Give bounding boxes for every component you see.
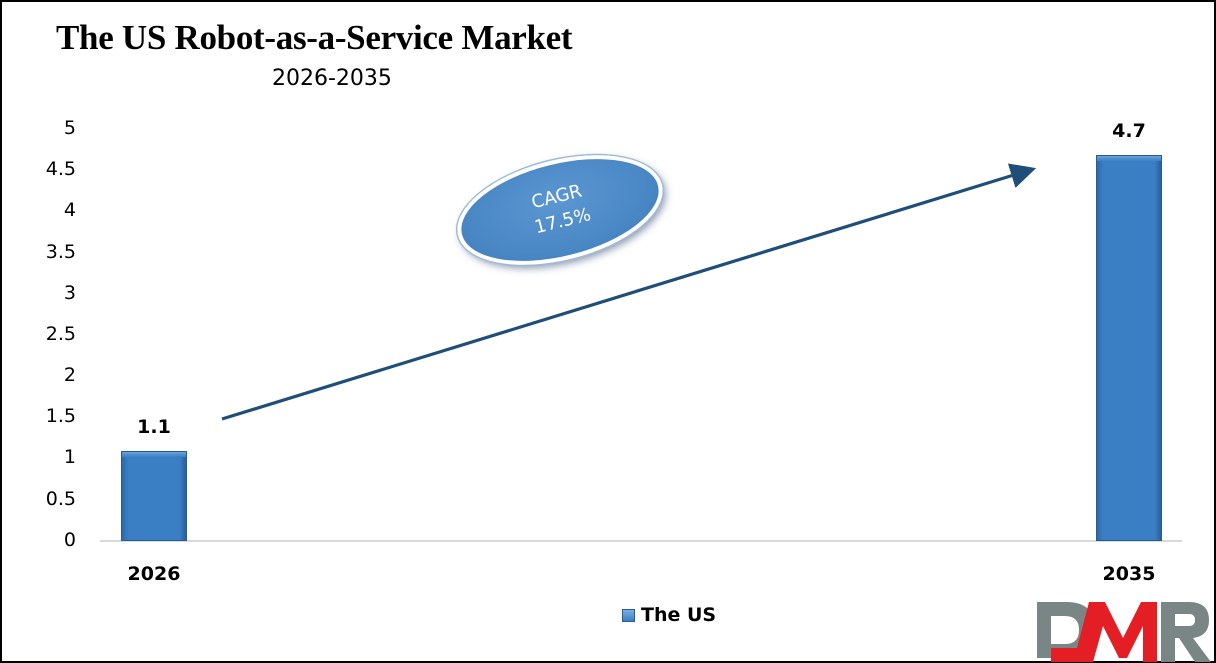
y-tick: 2 bbox=[63, 364, 76, 386]
x-axis-baseline bbox=[100, 540, 1182, 542]
y-tick: 5 bbox=[63, 117, 76, 139]
legend-label: The US bbox=[641, 604, 717, 626]
y-tick: 2.5 bbox=[45, 323, 76, 345]
chart-title: The US Robot-as-a-Service Market bbox=[56, 18, 573, 57]
data-label-2026: 1.1 bbox=[137, 416, 171, 438]
legend-swatch bbox=[622, 608, 635, 622]
y-tick: 3 bbox=[63, 282, 76, 304]
bar-2035 bbox=[1096, 155, 1162, 541]
data-label-2035: 4.7 bbox=[1112, 120, 1146, 142]
legend: The US bbox=[622, 604, 716, 626]
y-tick: 4 bbox=[63, 199, 76, 221]
dmr-logo-icon bbox=[1037, 602, 1211, 662]
y-tick: 0.5 bbox=[45, 488, 76, 510]
y-tick: 1 bbox=[63, 446, 76, 468]
y-tick: 4.5 bbox=[45, 158, 76, 180]
y-tick: 3.5 bbox=[45, 241, 76, 263]
y-tick: 1.5 bbox=[45, 405, 76, 427]
x-label-2026: 2026 bbox=[127, 563, 181, 585]
y-tick: 0 bbox=[63, 529, 76, 551]
bar-2026 bbox=[121, 451, 187, 541]
chart-subtitle: 2026-2035 bbox=[272, 66, 392, 91]
x-label-2035: 2035 bbox=[1102, 563, 1156, 585]
